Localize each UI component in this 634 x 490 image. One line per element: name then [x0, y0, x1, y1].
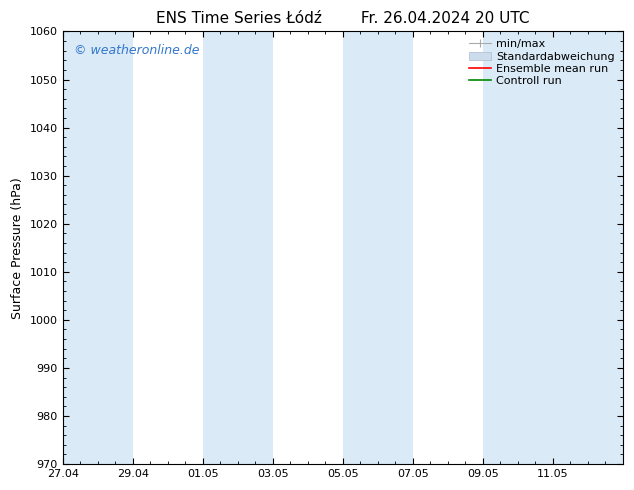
Bar: [63, 31, 133, 464]
Text: © weatheronline.de: © weatheronline.de: [74, 45, 199, 57]
Bar: [343, 31, 413, 464]
Bar: [203, 31, 273, 464]
Title: ENS Time Series Łódź        Fr. 26.04.2024 20 UTC: ENS Time Series Łódź Fr. 26.04.2024 20 U…: [156, 11, 529, 26]
Bar: [483, 31, 623, 464]
Y-axis label: Surface Pressure (hPa): Surface Pressure (hPa): [11, 177, 24, 318]
Legend: min/max, Standardabweichung, Ensemble mean run, Controll run: min/max, Standardabweichung, Ensemble me…: [467, 37, 618, 89]
